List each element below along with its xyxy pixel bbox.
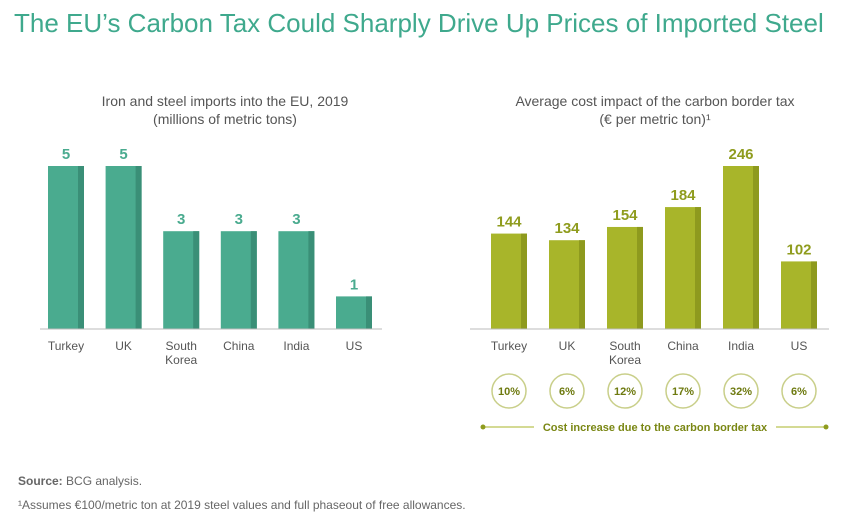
percent-circle xyxy=(665,373,701,409)
right-bar-shade xyxy=(521,233,527,329)
left-chart-title: Iron and steel imports into the EU, 2019… xyxy=(40,92,410,128)
right-bar-shade xyxy=(579,240,585,329)
left-category-label: US xyxy=(346,339,363,353)
right-bar-value-label: 144 xyxy=(496,214,522,231)
left-category-label: Korea xyxy=(165,353,197,367)
right-bar-value-label: 134 xyxy=(554,220,580,237)
left-bar-shade xyxy=(308,231,315,329)
percent-increase-label: 32% xyxy=(730,386,752,398)
source-text: BCG analysis. xyxy=(62,474,143,488)
left-bar-value-label: 3 xyxy=(177,211,185,228)
right-bar-shade xyxy=(637,226,643,329)
right-bar-value-label: 154 xyxy=(612,207,638,224)
percent-increase-label: 6% xyxy=(559,386,575,398)
left-bar-value-label: 5 xyxy=(62,146,70,163)
page-title: The EU’s Carbon Tax Could Sharply Drive … xyxy=(14,8,824,38)
right-chart-title-line: Average cost impact of the carbon border… xyxy=(515,93,795,109)
left-bar-shade xyxy=(366,296,372,329)
right-category-label: Korea xyxy=(609,353,641,367)
caption-dot-right xyxy=(823,424,829,430)
right-category-label: China xyxy=(667,339,699,353)
percent-increase-label: 17% xyxy=(672,386,694,398)
right-category-label: Turkey xyxy=(491,339,527,353)
left-bar-shade xyxy=(135,166,142,329)
left-category-label: China xyxy=(223,339,255,353)
percent-increase-label: 10% xyxy=(498,386,520,398)
right-category-label: India xyxy=(728,339,754,353)
percent-increase-label: 12% xyxy=(614,386,636,398)
left-category-label: South xyxy=(166,339,197,353)
left-category-label: UK xyxy=(115,339,132,353)
right-bar-shade xyxy=(811,261,817,329)
left-chart-title-line: Iron and steel imports into the EU, 2019 xyxy=(101,93,349,109)
source-label: Source: xyxy=(18,474,63,488)
right-bar-shade xyxy=(695,207,701,329)
percent-circle xyxy=(549,373,585,409)
right-category-label: US xyxy=(791,339,808,353)
left-category-label: Turkey xyxy=(48,339,84,353)
left-bar-value-label: 1 xyxy=(350,276,358,293)
left-bar xyxy=(220,231,257,329)
right-chart-subtitle: (€ per metric ton)¹ xyxy=(599,111,711,127)
left-bar-value-label: 5 xyxy=(119,146,127,163)
right-chart-title: Average cost impact of the carbon border… xyxy=(470,92,840,128)
left-bar-value-label: 3 xyxy=(235,211,243,228)
percent-circle xyxy=(491,373,527,409)
left-bar-shade xyxy=(193,231,200,329)
footnote: ¹Assumes €100/metric ton at 2019 steel v… xyxy=(18,498,466,512)
percent-circle xyxy=(723,373,759,409)
percent-caption: Cost increase due to the carbon border t… xyxy=(543,422,768,434)
right-bar-value-label: 184 xyxy=(670,187,696,204)
right-category-label: UK xyxy=(559,339,576,353)
left-bar-shade xyxy=(78,166,84,329)
percent-circle xyxy=(781,373,817,409)
left-bar-value-label: 3 xyxy=(292,211,300,228)
caption-dot-left xyxy=(480,424,486,430)
source-note: Source: BCG analysis. xyxy=(18,474,142,488)
right-bar-value-label: 102 xyxy=(786,241,811,258)
right-bar-value-label: 246 xyxy=(728,146,753,163)
right-bar-shade xyxy=(753,166,759,329)
percent-increase-label: 6% xyxy=(791,386,807,398)
right-category-label: South xyxy=(609,339,640,353)
percent-circle xyxy=(607,373,643,409)
left-bar-shade xyxy=(250,231,257,329)
left-category-label: India xyxy=(283,339,309,353)
left-chart-subtitle: (millions of metric tons) xyxy=(153,111,297,127)
